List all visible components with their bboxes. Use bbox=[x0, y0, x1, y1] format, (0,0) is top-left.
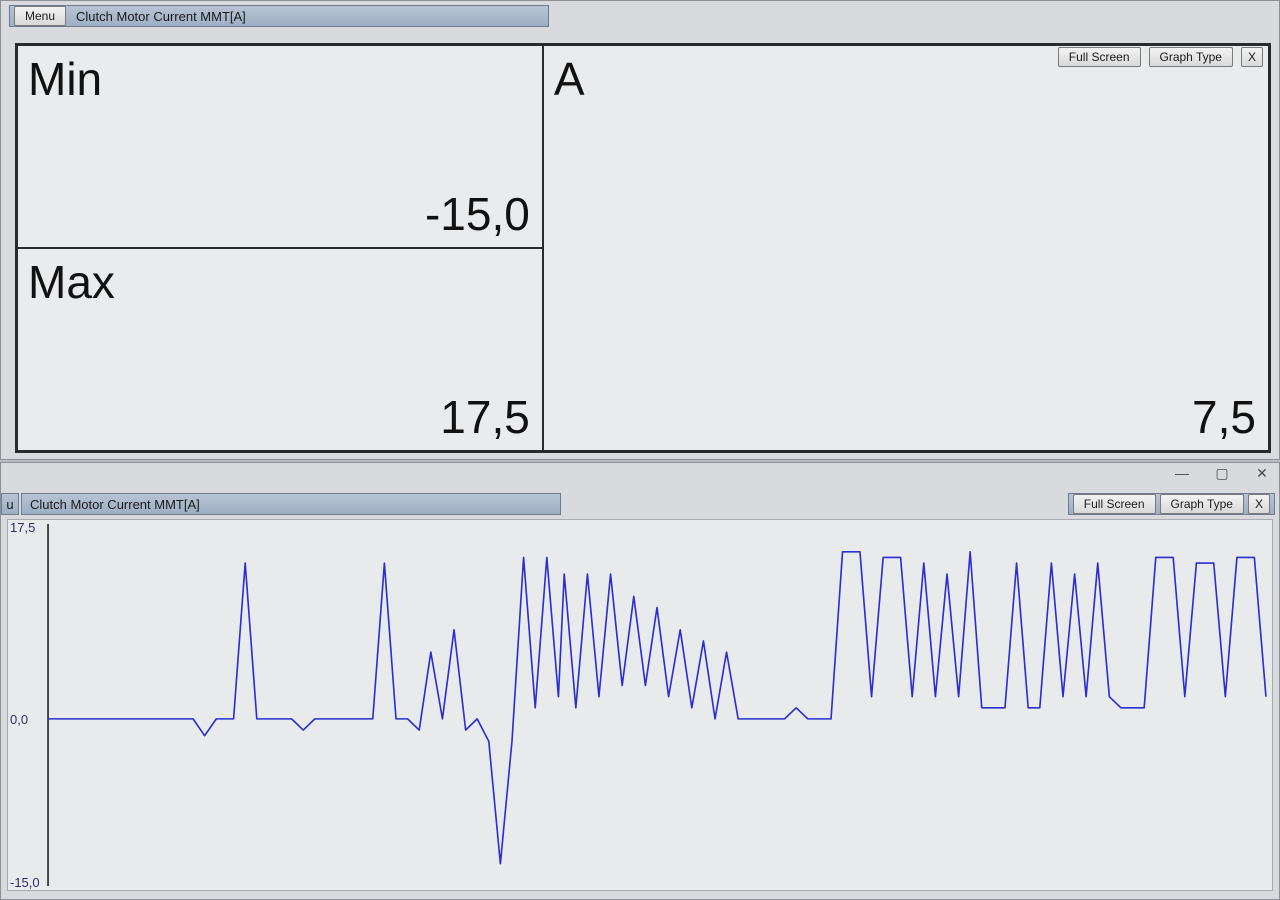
menu-stub-label: u bbox=[6, 497, 13, 512]
ytick-max: 17,5 bbox=[10, 520, 35, 535]
window-close-icon[interactable]: ✕ bbox=[1251, 465, 1273, 482]
top-titlebar: Menu Clutch Motor Current MMT[A] bbox=[9, 5, 549, 27]
graph-type-button-2[interactable]: Graph Type bbox=[1160, 494, 1244, 514]
panel-close-button-2[interactable]: X bbox=[1248, 494, 1270, 514]
cell-unit-value: 7,5 bbox=[1192, 390, 1256, 444]
menu-stub[interactable]: u bbox=[1, 493, 19, 515]
panel-close-button[interactable]: X bbox=[1241, 47, 1263, 67]
graph-type-button[interactable]: Graph Type bbox=[1149, 47, 1233, 67]
bottom-titlebar: Clutch Motor Current MMT[A] bbox=[21, 493, 561, 515]
bottom-window: — ▢ ✕ u Clutch Motor Current MMT[A] Full… bbox=[0, 462, 1280, 900]
cell-max: Max 17,5 bbox=[17, 248, 543, 451]
window-minimize-icon[interactable]: — bbox=[1171, 465, 1193, 482]
chart-area: 17,5 0,0 -15,0 bbox=[7, 519, 1273, 891]
cell-min-label: Min bbox=[28, 52, 532, 106]
ytick-min: -15,0 bbox=[10, 875, 40, 890]
cell-unit: A 7,5 bbox=[543, 45, 1269, 451]
top-window: Menu Clutch Motor Current MMT[A] Full Sc… bbox=[0, 0, 1280, 460]
line-chart bbox=[46, 524, 1268, 886]
cell-min: Min -15,0 bbox=[17, 45, 543, 248]
cell-max-value: 17,5 bbox=[440, 390, 530, 444]
readout-grid: Min -15,0 Max 17,5 A 7,5 bbox=[15, 43, 1271, 453]
ytick-zero: 0,0 bbox=[10, 712, 28, 727]
bottom-title: Clutch Motor Current MMT[A] bbox=[22, 497, 208, 512]
cell-max-label: Max bbox=[28, 255, 532, 309]
menu-button[interactable]: Menu bbox=[14, 6, 66, 26]
top-title: Clutch Motor Current MMT[A] bbox=[68, 9, 254, 24]
cell-min-value: -15,0 bbox=[425, 187, 530, 241]
bottom-toolbar: Full Screen Graph Type X bbox=[1068, 493, 1275, 515]
window-maximize-icon[interactable]: ▢ bbox=[1211, 465, 1233, 482]
full-screen-button-2[interactable]: Full Screen bbox=[1073, 494, 1156, 514]
window-controls: — ▢ ✕ bbox=[1171, 465, 1273, 482]
full-screen-button[interactable]: Full Screen bbox=[1058, 47, 1141, 67]
